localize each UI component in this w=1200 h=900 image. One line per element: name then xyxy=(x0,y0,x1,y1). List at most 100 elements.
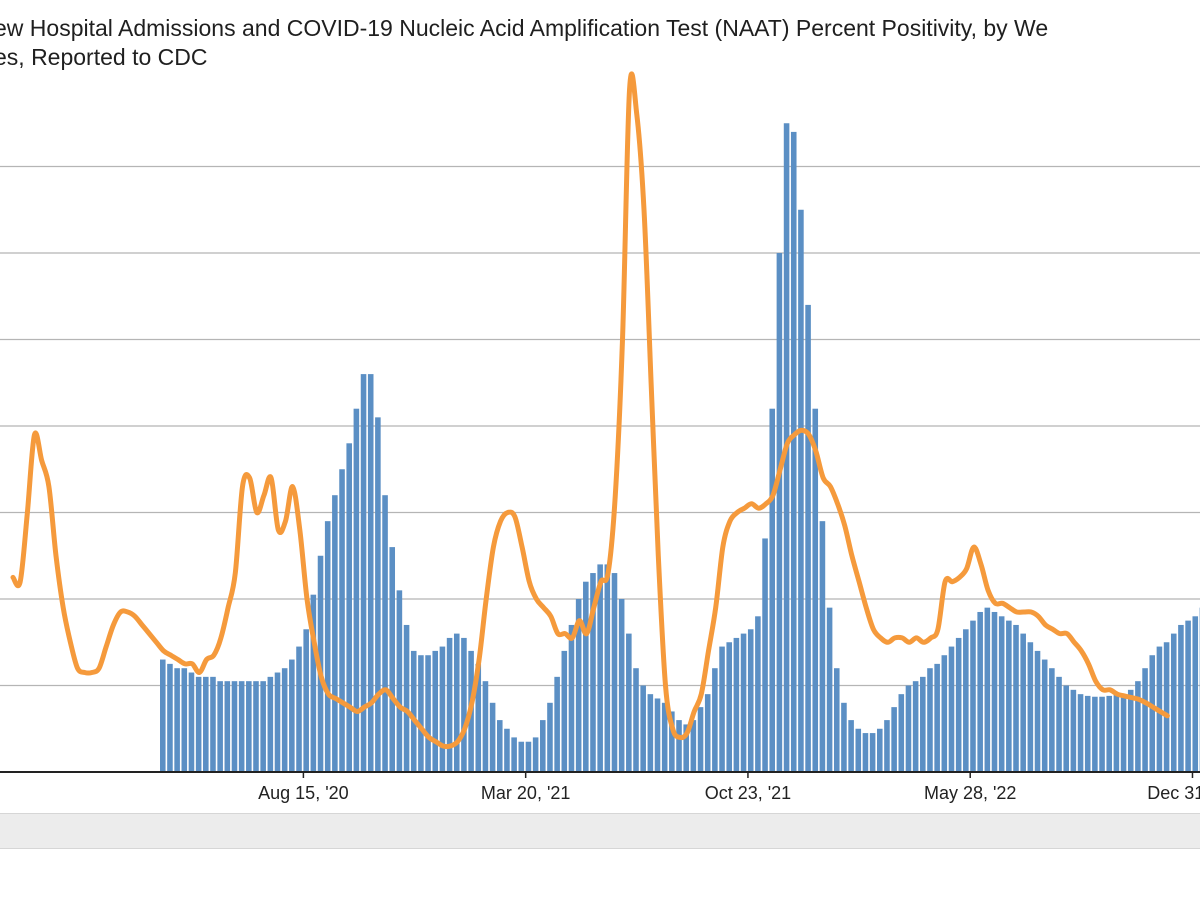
admissions-bar xyxy=(597,564,603,772)
admissions-bar xyxy=(590,573,596,772)
admissions-bar xyxy=(1013,624,1019,772)
admissions-bar xyxy=(188,672,195,772)
admissions-bar xyxy=(912,681,919,772)
admissions-bar xyxy=(1163,642,1170,772)
admissions-bar xyxy=(1006,620,1012,772)
admissions-bar xyxy=(1178,624,1184,772)
admissions-bar xyxy=(941,655,948,772)
admissions-bar xyxy=(647,694,654,772)
admissions-bar xyxy=(1027,642,1034,772)
admissions-bar xyxy=(274,672,281,772)
chart: Aug 15, '20 Mar 20, '21 Oct 23, '21 May 28,… xyxy=(0,71,1200,803)
admissions-bar xyxy=(833,668,840,772)
admissions-bar xyxy=(762,538,768,772)
admissions-bar xyxy=(1041,659,1048,772)
admissions-bar xyxy=(690,720,697,772)
admissions-bar xyxy=(475,663,482,772)
admissions-bar xyxy=(174,668,180,772)
admissions-bar xyxy=(410,650,417,772)
admissions-bar xyxy=(898,694,905,772)
x-tick-label: May 28, '22 xyxy=(924,783,1017,803)
chart-title-line1: ew Hospital Admissions and COVID-19 Nucl… xyxy=(0,15,1049,41)
admissions-bar xyxy=(1020,633,1026,772)
admissions-bar xyxy=(489,702,496,772)
admissions-bar xyxy=(970,620,976,772)
admissions-bar xyxy=(776,253,783,772)
admissions-bar xyxy=(1070,689,1077,772)
admissions-bar xyxy=(819,521,826,772)
range-scroll-track[interactable] xyxy=(0,813,1200,849)
admissions-bar xyxy=(167,663,173,772)
admissions-bar xyxy=(482,681,489,772)
admissions-bar xyxy=(733,637,740,772)
admissions-bar xyxy=(504,728,510,772)
admissions-bar xyxy=(934,663,940,772)
admissions-bar xyxy=(1106,695,1113,772)
admissions-bar xyxy=(991,611,998,772)
admissions-bar xyxy=(905,685,912,772)
admissions-bar xyxy=(669,711,675,772)
admissions-bar xyxy=(1170,633,1177,772)
admissions-bar xyxy=(267,676,274,772)
x-tick-label: Mar 20, '21 xyxy=(481,783,570,803)
admissions-bar xyxy=(324,521,331,772)
admissions-bar xyxy=(855,728,862,772)
admissions-bar xyxy=(446,637,453,772)
admissions-bar xyxy=(496,720,503,772)
admissions-bar xyxy=(203,676,209,772)
admissions-bar xyxy=(1034,650,1041,772)
admissions-bar xyxy=(704,694,711,772)
admissions-bar xyxy=(927,668,933,772)
admissions-bar xyxy=(633,668,639,772)
chart-title-line2: es, Reported to CDC xyxy=(0,44,208,70)
admissions-bar xyxy=(231,681,238,772)
admissions-bar xyxy=(425,655,431,772)
admissions-bar xyxy=(403,624,410,772)
admissions-bar xyxy=(790,131,797,772)
admissions-bar xyxy=(238,681,245,772)
admissions-bar xyxy=(246,681,252,772)
admissions-bar xyxy=(375,417,381,772)
admissions-bar xyxy=(877,728,883,772)
x-tick-label: Oct 23, '21 xyxy=(705,783,791,803)
admissions-bar xyxy=(439,646,446,772)
admissions-bar xyxy=(525,741,532,772)
admissions-bar xyxy=(676,720,682,772)
admissions-bar xyxy=(984,607,991,772)
admissions-bar xyxy=(869,733,876,772)
admissions-bar xyxy=(1084,695,1091,772)
admissions-bar xyxy=(1092,696,1098,772)
admissions-bar xyxy=(848,720,854,772)
admissions-bar xyxy=(1049,668,1055,772)
admissions-bar xyxy=(532,737,539,772)
admissions-bar xyxy=(547,702,553,772)
x-tick-label: Aug 15, '20 xyxy=(258,783,349,803)
admissions-bar xyxy=(1127,689,1134,772)
admissions-bar xyxy=(719,646,725,772)
admissions-bar xyxy=(920,676,926,772)
admissions-bar xyxy=(260,681,266,772)
x-tick-label: Dec 31, '22 xyxy=(1147,783,1200,803)
admissions-bars xyxy=(160,123,1200,772)
admissions-bar xyxy=(826,607,833,772)
admissions-bar xyxy=(1142,668,1148,772)
admissions-bar xyxy=(755,616,761,772)
admissions-bar xyxy=(461,637,467,772)
admissions-bar xyxy=(948,646,955,772)
admissions-bar xyxy=(697,707,704,772)
admissions-bar xyxy=(583,581,589,772)
x-tick-labels: Aug 15, '20 Mar 20, '21 Oct 23, '21 May 28,… xyxy=(258,772,1200,803)
admissions-bar xyxy=(575,599,582,772)
admissions-bar xyxy=(1063,685,1069,772)
admissions-bar xyxy=(568,624,575,772)
admissions-bar xyxy=(418,655,424,772)
admissions-bar xyxy=(712,668,718,772)
admissions-bar xyxy=(432,650,439,772)
admissions-bar xyxy=(955,637,962,772)
admissions-bar xyxy=(511,737,517,772)
admissions-bar xyxy=(604,564,611,772)
admissions-bar xyxy=(453,633,460,772)
admissions-bar xyxy=(661,702,668,772)
admissions-bar xyxy=(367,374,374,772)
admissions-bar xyxy=(353,408,360,772)
